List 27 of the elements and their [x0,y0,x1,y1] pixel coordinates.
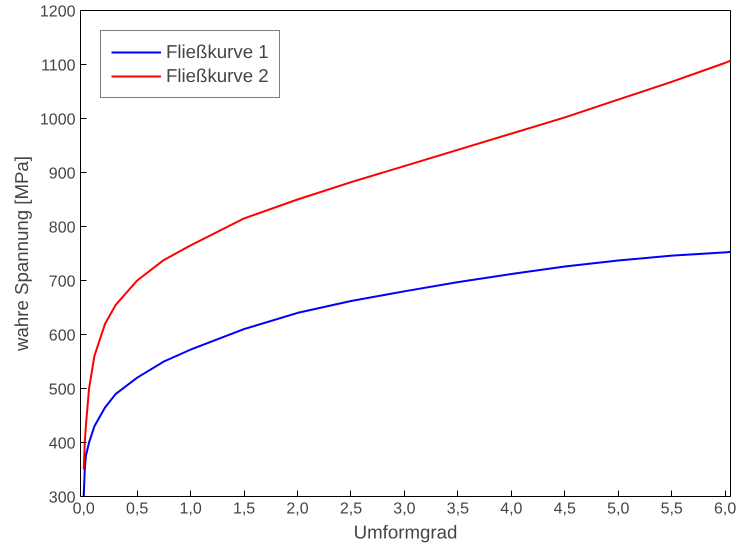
x-tick-label: 0,5 [126,500,148,518]
x-tick-label: 5,5 [660,500,683,518]
y-tick-label: 900 [48,166,76,182]
y-tick-label: 1000 [40,112,76,128]
y-tick-label: 1100 [41,58,76,74]
line-series [82,60,730,470]
x-tick-label: 4,5 [554,500,576,518]
y-tick-label: 1200 [40,4,76,20]
x-tick-label: 2,0 [286,500,309,518]
legend-label: Fließkurve 1 [166,41,269,63]
y-tick-label: 600 [48,328,76,344]
y-tick-label: 500 [48,382,76,398]
x-tick-label: 1,0 [179,500,202,518]
x-tick-label: 1,5 [232,500,256,518]
x-tick-label: 3,0 [393,500,416,518]
x-tick-label: 2,5 [340,500,362,518]
legend-label: Fließkurve 2 [166,65,269,87]
y-axis-title: wahre Spannung [MPa] [10,156,32,352]
x-axis-title: Umformgrad [354,522,458,542]
x-tick-label: 0,0 [72,500,95,518]
x-tick-label: 4,0 [500,500,523,518]
x-tick-label: 5,0 [607,500,630,518]
y-tick-label: 700 [48,274,76,290]
x-tick-label: 6,0 [714,500,736,518]
x-tick-label: 3,5 [446,500,470,518]
y-tick-label: 800 [48,220,76,236]
y-tick-label: 400 [48,436,76,452]
